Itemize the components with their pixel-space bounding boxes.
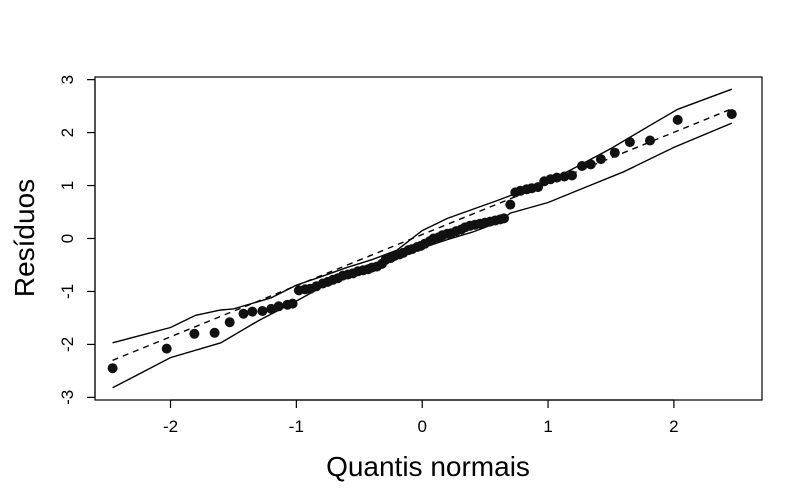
data-point	[595, 154, 606, 165]
data-point	[505, 199, 516, 210]
data-point	[624, 137, 635, 148]
data-point	[551, 172, 562, 183]
data-point	[499, 213, 509, 224]
x-tick-label: 0	[417, 417, 426, 436]
data-point	[273, 301, 284, 312]
data-point	[209, 327, 220, 338]
data-point	[609, 147, 620, 158]
data-point	[645, 135, 655, 146]
x-axis: -2 -1 0 1 2	[163, 399, 679, 436]
data-points	[107, 109, 737, 374]
data-point	[257, 306, 268, 316]
data-point	[266, 303, 277, 314]
data-point	[161, 343, 172, 354]
y-axis: -3 -2 -1 0 1 2 3	[58, 75, 96, 405]
reference-line	[112, 108, 733, 361]
envelope-lines	[112, 88, 733, 389]
x-tick-label: 2	[669, 417, 678, 436]
data-point	[247, 306, 258, 317]
x-tick-label: -1	[289, 417, 304, 436]
data-point	[107, 363, 118, 374]
x-tick-label: 1	[543, 417, 552, 436]
data-point	[585, 159, 596, 170]
data-point	[567, 170, 577, 181]
data-point	[577, 161, 587, 171]
y-tick-label: 1	[58, 181, 77, 190]
y-tick-label: 0	[58, 234, 77, 243]
y-tick-label: -3	[58, 390, 77, 405]
data-point	[672, 114, 683, 125]
lower-envelope-line	[112, 122, 733, 389]
y-tick-label: -1	[58, 284, 77, 299]
y-tick-label: 3	[58, 75, 77, 84]
x-axis-title: Quantis normais	[326, 451, 530, 482]
data-point	[189, 328, 200, 339]
x-tick-label: -2	[163, 417, 178, 436]
data-point	[224, 317, 235, 328]
data-point	[726, 109, 737, 120]
data-point	[238, 308, 249, 319]
data-point	[533, 182, 543, 193]
y-axis-title: Resíduos	[9, 179, 40, 297]
data-point	[559, 171, 570, 182]
y-tick-label: -2	[58, 337, 77, 352]
y-tick-label: 2	[58, 128, 77, 137]
upper-envelope-line	[112, 88, 733, 344]
data-point	[287, 298, 298, 309]
